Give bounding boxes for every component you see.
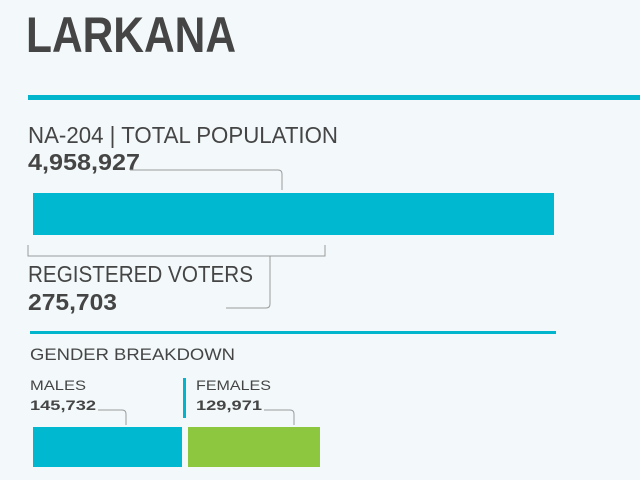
females-value: 129,971 <box>196 397 262 413</box>
bracket <box>264 409 295 425</box>
population-value: 4,958,927 <box>28 149 140 175</box>
bracket <box>226 256 271 309</box>
divider <box>30 331 556 334</box>
females-label: FEMALES <box>196 377 271 393</box>
voters-label: REGISTERED VOTERS <box>28 261 253 287</box>
males-value: 145,732 <box>30 397 96 413</box>
males-label: MALES <box>30 377 86 393</box>
males-bar <box>33 427 182 467</box>
title: LARKANA <box>26 7 236 63</box>
divider <box>28 95 640 100</box>
population-label: NA-204 | TOTAL POPULATION <box>28 122 338 148</box>
voters-value: 275,703 <box>28 289 117 315</box>
population-bar <box>33 193 554 235</box>
bracket <box>98 409 127 425</box>
gender-title: GENDER BREAKDOWN <box>30 345 235 364</box>
bracket <box>130 169 283 190</box>
bracket <box>27 245 326 257</box>
separator <box>183 378 186 418</box>
females-bar <box>188 427 320 467</box>
